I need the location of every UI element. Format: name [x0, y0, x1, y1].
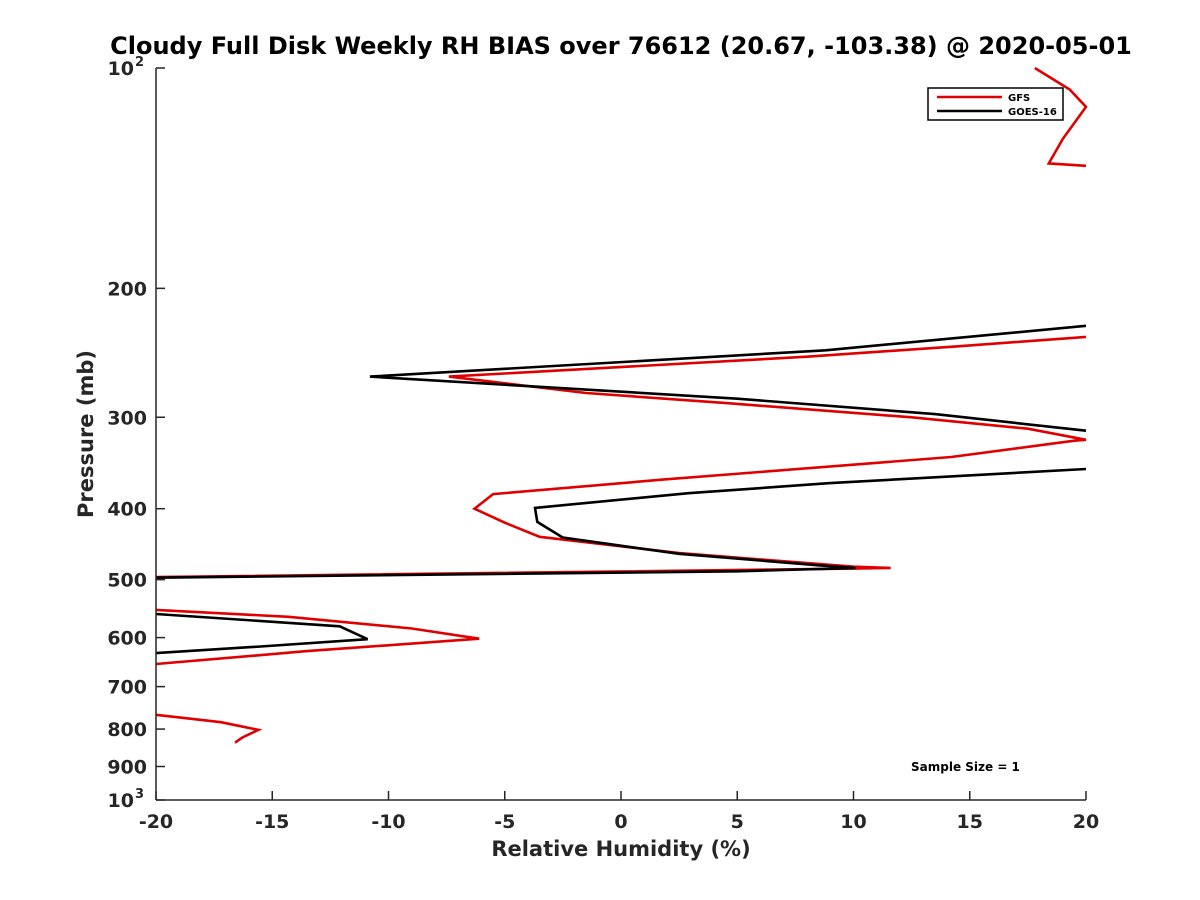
y-tick-label: 800: [107, 719, 147, 741]
y-tick-label: 10: [108, 58, 134, 80]
series-line-gfs-segment-4: [155, 713, 263, 744]
series-line-gfs-segment-3: [155, 608, 480, 666]
chart-title: Cloudy Full Disk Weekly RH BIAS over 766…: [110, 32, 1132, 60]
y-tick-label: 10: [108, 790, 134, 812]
x-tick-label: 20: [1073, 811, 1099, 833]
x-tick-label: -20: [139, 811, 173, 833]
legend-label-gfs: GFS: [1008, 93, 1030, 104]
y-tick-label: 500: [107, 570, 147, 592]
x-tick-label: 15: [957, 811, 983, 833]
x-ticks: -20 -15 -10 -5 0 5 10 15 20: [139, 791, 1099, 833]
y-tick-label: 700: [107, 677, 147, 699]
y-tick-label: 900: [107, 757, 147, 779]
y-tick-label: 600: [107, 628, 147, 650]
y-axis-label: Pressure (mb): [74, 350, 98, 518]
series-line-goes16-segment-1: [369, 324, 1087, 432]
x-tick-label: 5: [731, 811, 744, 833]
x-axis-label: Relative Humidity (%): [491, 837, 750, 861]
series-line-goes16-segment-2: [155, 467, 1087, 579]
series-layer: [155, 66, 1088, 744]
series-line-gfs-segment-2: [155, 335, 1087, 579]
x-tick-label: -15: [255, 811, 289, 833]
series-line-gfs-segment-1: [1034, 66, 1088, 168]
legend-label-goes16: GOES-16: [1008, 107, 1057, 118]
series-line-goes16-segment-3: [155, 612, 369, 655]
y-tick-label: 400: [107, 499, 147, 521]
y-tick-label: 200: [107, 278, 147, 300]
x-tick-label: -5: [494, 811, 515, 833]
x-tick-label: -10: [371, 811, 405, 833]
sample-size-annotation: Sample Size = 1: [911, 760, 1020, 774]
x-tick-label: 10: [840, 811, 866, 833]
legend: GFS GOES-16: [927, 87, 1064, 121]
y-tick-label-exponent: 3: [135, 787, 144, 802]
y-tick-label-exponent: 2: [135, 55, 144, 70]
x-tick-label: 0: [614, 811, 627, 833]
legend-box: [927, 87, 1064, 121]
y-tick-label: 300: [107, 407, 147, 429]
